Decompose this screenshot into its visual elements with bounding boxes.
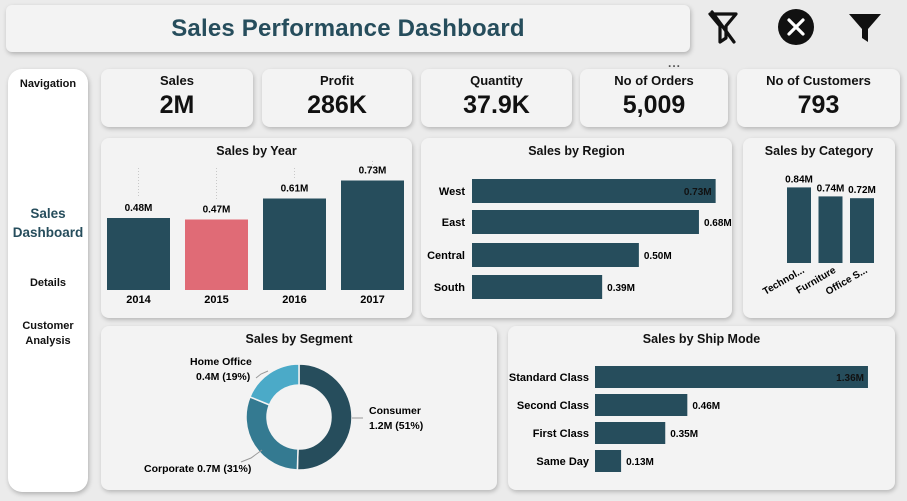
x-tick-label: 2014 (126, 294, 151, 306)
chart-title: Sales by Region (528, 144, 625, 158)
chart-card-sales-by-segment: Sales by Segment Consumer 1.2M (51%) Home … (101, 326, 497, 490)
data-label: 0.61M (281, 184, 309, 195)
bar-south (472, 275, 603, 299)
segment-sublabel: 1.2M (51%) (369, 420, 423, 432)
y-tick-label: East (442, 217, 466, 229)
kpi-label: Quantity (470, 73, 523, 88)
data-label: 0.46M (692, 401, 720, 412)
segment-label: Corporate 0.7M (31%) (144, 463, 251, 475)
kpi-value: 37.9K (463, 91, 530, 119)
data-label: 0.50M (644, 251, 672, 262)
close-icon[interactable] (777, 8, 815, 46)
data-label: 0.73M (684, 187, 712, 198)
kpi-card-quantity: Quantity 37.9K (421, 69, 572, 127)
donut-slice-consumer (296, 363, 353, 471)
filter-clear-icon[interactable] (704, 8, 742, 46)
bar-first-class (595, 422, 666, 444)
bar-2017 (341, 180, 404, 290)
data-label: 0.74M (817, 183, 845, 194)
bar-2016 (263, 198, 326, 290)
sales-by-region-chart: West 0.73M East 0.68M Central 0.50M South 0.39M (427, 179, 732, 299)
data-label: 0.48M (125, 203, 153, 214)
data-label: 1.36M (836, 373, 864, 384)
y-tick-label: Same Day (536, 456, 589, 468)
kpi-card-customers: No of Customers 793 (737, 69, 900, 127)
kpi-label: No of Customers (766, 73, 871, 88)
bar-same-day (595, 450, 622, 472)
more-options-button[interactable]: ... (668, 56, 682, 70)
chart-title: Sales by Category (764, 144, 874, 158)
nav-item-customer-analysis[interactable]: Customer Analysis (22, 320, 74, 347)
bar-2015 (185, 219, 248, 290)
chart-card-sales-by-year: Sales by Year 0.48M 2014 0.47M 2015 0.61M 201… (101, 138, 412, 318)
leader-line (240, 449, 263, 463)
navigation-heading: Navigation (19, 78, 77, 90)
data-label: 0.73M (359, 166, 387, 177)
y-tick-label: Standard Class (509, 372, 589, 384)
chart-title: Sales by Ship Mode (642, 332, 761, 346)
data-label: 0.84M (785, 174, 813, 185)
filter-icon[interactable] (846, 8, 884, 46)
dashboard-title-bar: Sales Performance Dashboard (6, 5, 690, 52)
sales-by-category-chart: 0.84MTechnol...0.74MFurniture0.72MOffice… (761, 174, 876, 297)
bar-west (472, 179, 716, 203)
segment-label: Consumer (369, 405, 421, 417)
kpi-card-profit: Profit 286K (262, 69, 412, 127)
chart-card-sales-by-category: Sales by Category 0.84M Technol... 0.74M Fu… (743, 138, 895, 318)
x-tick-label: 2015 (204, 294, 228, 306)
donut-slice-home-office (248, 363, 300, 406)
bar-east (472, 210, 699, 234)
chart-card-sales-by-ship-mode: Sales by Ship Mode Standard Class 1.36M Se… (508, 326, 895, 490)
bar-central (472, 243, 639, 267)
bar-2014 (107, 218, 170, 290)
kpi-value: 793 (797, 91, 840, 119)
y-tick-label: South (434, 282, 465, 294)
kpi-label: No of Orders (614, 73, 694, 88)
bar-second-class (595, 394, 688, 416)
chart-title: Sales by Segment (245, 332, 353, 346)
navigation-panel: Navigation Sales Dashboard Details Custo… (8, 69, 88, 492)
segment-sublabel: 0.4M (19%) (196, 371, 250, 383)
y-tick-label: First Class (533, 428, 589, 440)
x-tick-label: 2016 (282, 294, 306, 306)
data-label: 0.13M (626, 457, 654, 468)
y-tick-label: Central (427, 250, 465, 262)
chart-title: Sales by Year (216, 144, 297, 158)
sales-by-segment-chart: Consumer 1.2M (51%) Home Office 0.4M (19%) C… (144, 356, 423, 475)
data-label: 0.39M (607, 283, 635, 294)
y-tick-label: Second Class (517, 400, 589, 412)
nav-item-details[interactable]: Details (29, 277, 67, 289)
y-tick-label: West (439, 186, 465, 198)
data-label: 0.68M (704, 218, 732, 229)
nav-item-sales-dashboard[interactable]: Sales Dashboard (12, 206, 84, 240)
bar-standard-class (595, 366, 868, 388)
kpi-value: 2M (159, 91, 195, 119)
chart-card-sales-by-region: Sales by Region West 0.73M East 0.68M Centra… (421, 138, 732, 318)
kpi-label: Profit (320, 73, 354, 88)
segment-label: Home Office (190, 356, 252, 368)
kpi-value: 5,009 (622, 91, 686, 119)
kpi-label: Sales (160, 73, 194, 88)
kpi-value: 286K (307, 91, 367, 119)
page-title: Sales Performance Dashboard (171, 14, 525, 42)
sales-by-year-chart: 0.48M 2014 0.47M 2015 0.61M 2016 0.73M 2017 (107, 160, 404, 306)
data-label: 0.47M (203, 205, 231, 216)
x-tick-label: 2017 (360, 294, 384, 306)
data-label: 0.72M (848, 185, 876, 196)
bar-furniture (818, 196, 843, 263)
bar-office-s (850, 198, 874, 263)
kpi-card-sales: Sales 2M (101, 69, 253, 127)
leader-line (255, 370, 269, 379)
data-label: 0.35M (670, 429, 698, 440)
kpi-card-orders: No of Orders 5,009 (580, 69, 728, 127)
donut-slice-corporate (245, 395, 299, 471)
bar-technol (787, 187, 811, 263)
sales-by-ship-mode-chart: Standard Class 1.36M Second Class 0.46M Firs… (509, 366, 868, 472)
